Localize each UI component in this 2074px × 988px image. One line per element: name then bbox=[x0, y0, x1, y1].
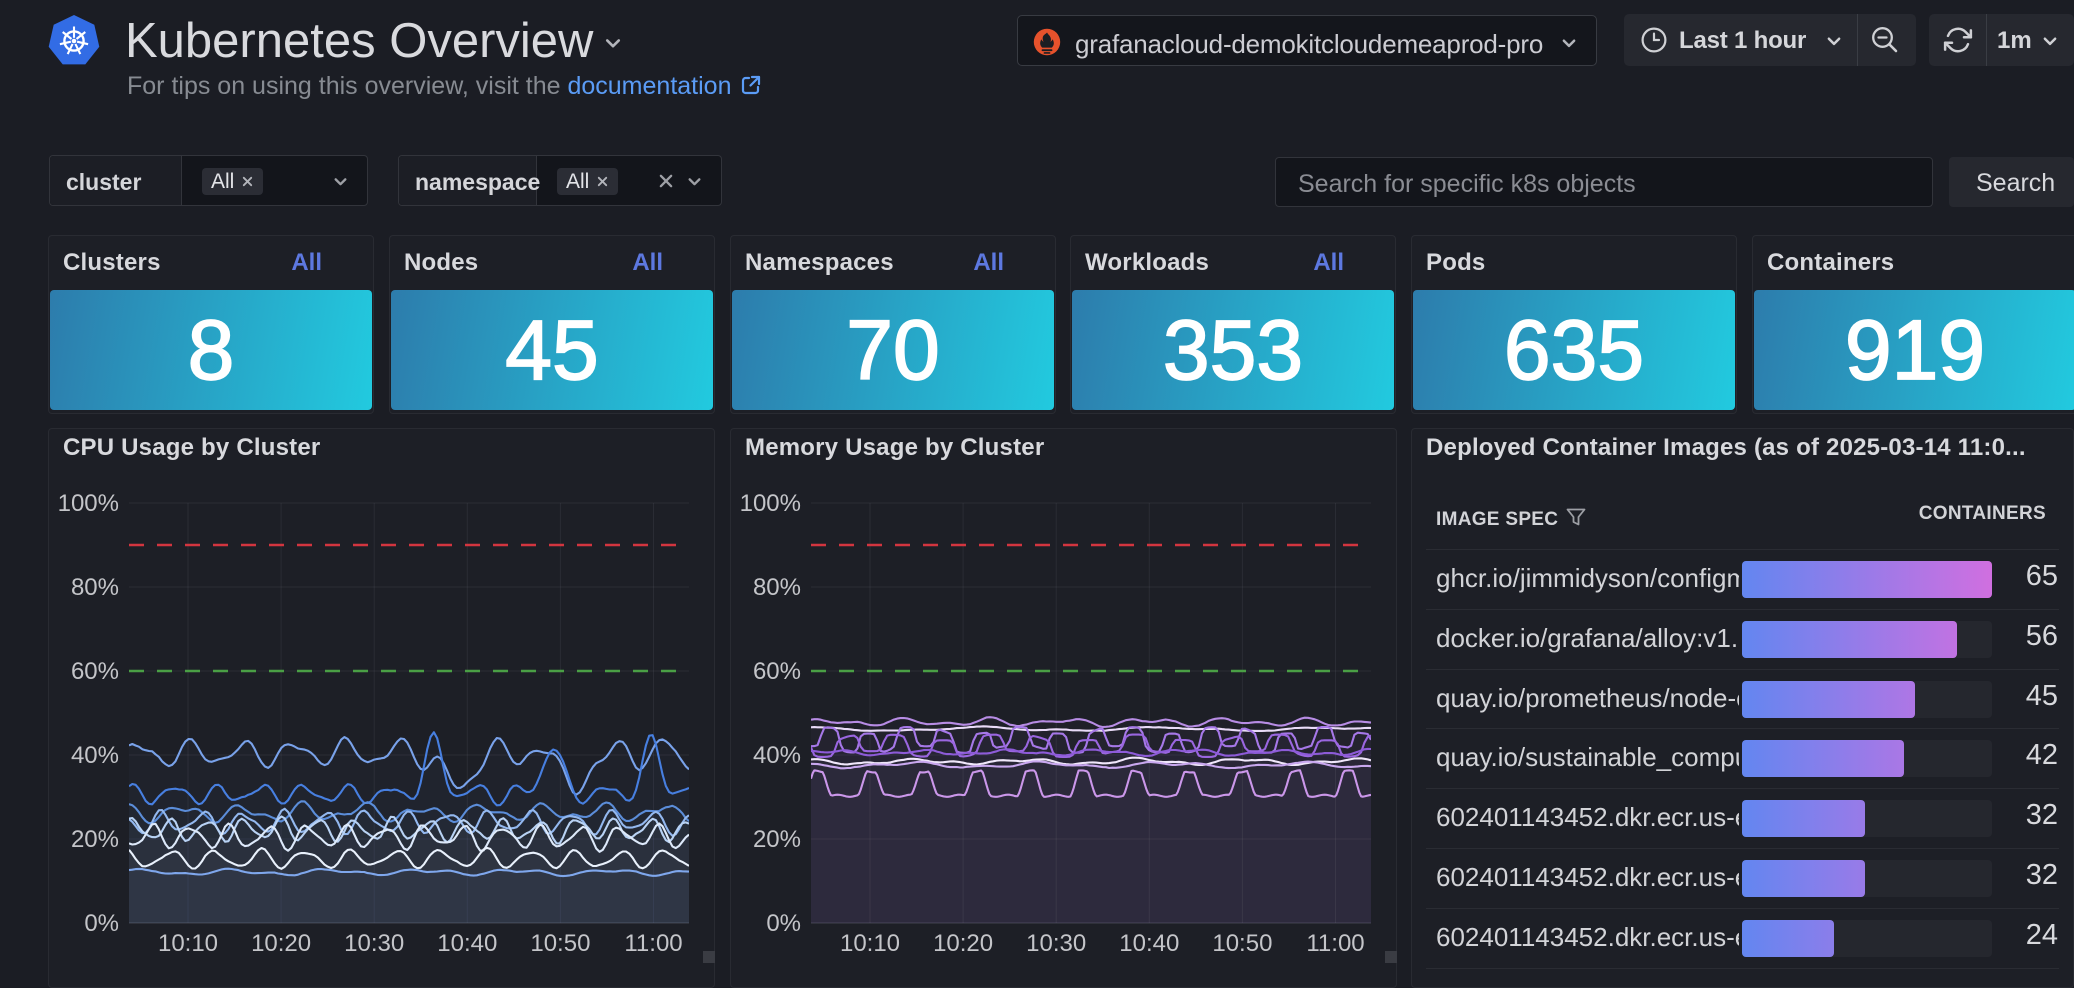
svg-text:0%: 0% bbox=[84, 910, 119, 937]
svg-text:20%: 20% bbox=[753, 826, 801, 853]
svg-text:100%: 100% bbox=[740, 490, 801, 517]
svg-text:40%: 40% bbox=[71, 742, 119, 769]
svg-text:40%: 40% bbox=[753, 742, 801, 769]
svg-text:11:00: 11:00 bbox=[1306, 930, 1364, 957]
svg-text:60%: 60% bbox=[71, 658, 119, 685]
svg-text:10:20: 10:20 bbox=[933, 930, 993, 957]
svg-text:10:40: 10:40 bbox=[437, 930, 497, 957]
svg-text:10:20: 10:20 bbox=[251, 930, 311, 957]
svg-text:20%: 20% bbox=[71, 826, 119, 853]
svg-text:10:30: 10:30 bbox=[344, 930, 404, 957]
svg-text:60%: 60% bbox=[753, 658, 801, 685]
svg-text:100%: 100% bbox=[58, 490, 119, 517]
svg-text:10:40: 10:40 bbox=[1119, 930, 1179, 957]
svg-text:80%: 80% bbox=[753, 574, 801, 601]
svg-text:80%: 80% bbox=[71, 574, 119, 601]
svg-text:10:50: 10:50 bbox=[1212, 930, 1272, 957]
svg-text:10:10: 10:10 bbox=[840, 930, 900, 957]
svg-text:0%: 0% bbox=[766, 910, 801, 937]
svg-text:11:00: 11:00 bbox=[624, 930, 682, 957]
svg-text:10:10: 10:10 bbox=[158, 930, 218, 957]
svg-text:10:30: 10:30 bbox=[1026, 930, 1086, 957]
svg-text:10:50: 10:50 bbox=[530, 930, 590, 957]
